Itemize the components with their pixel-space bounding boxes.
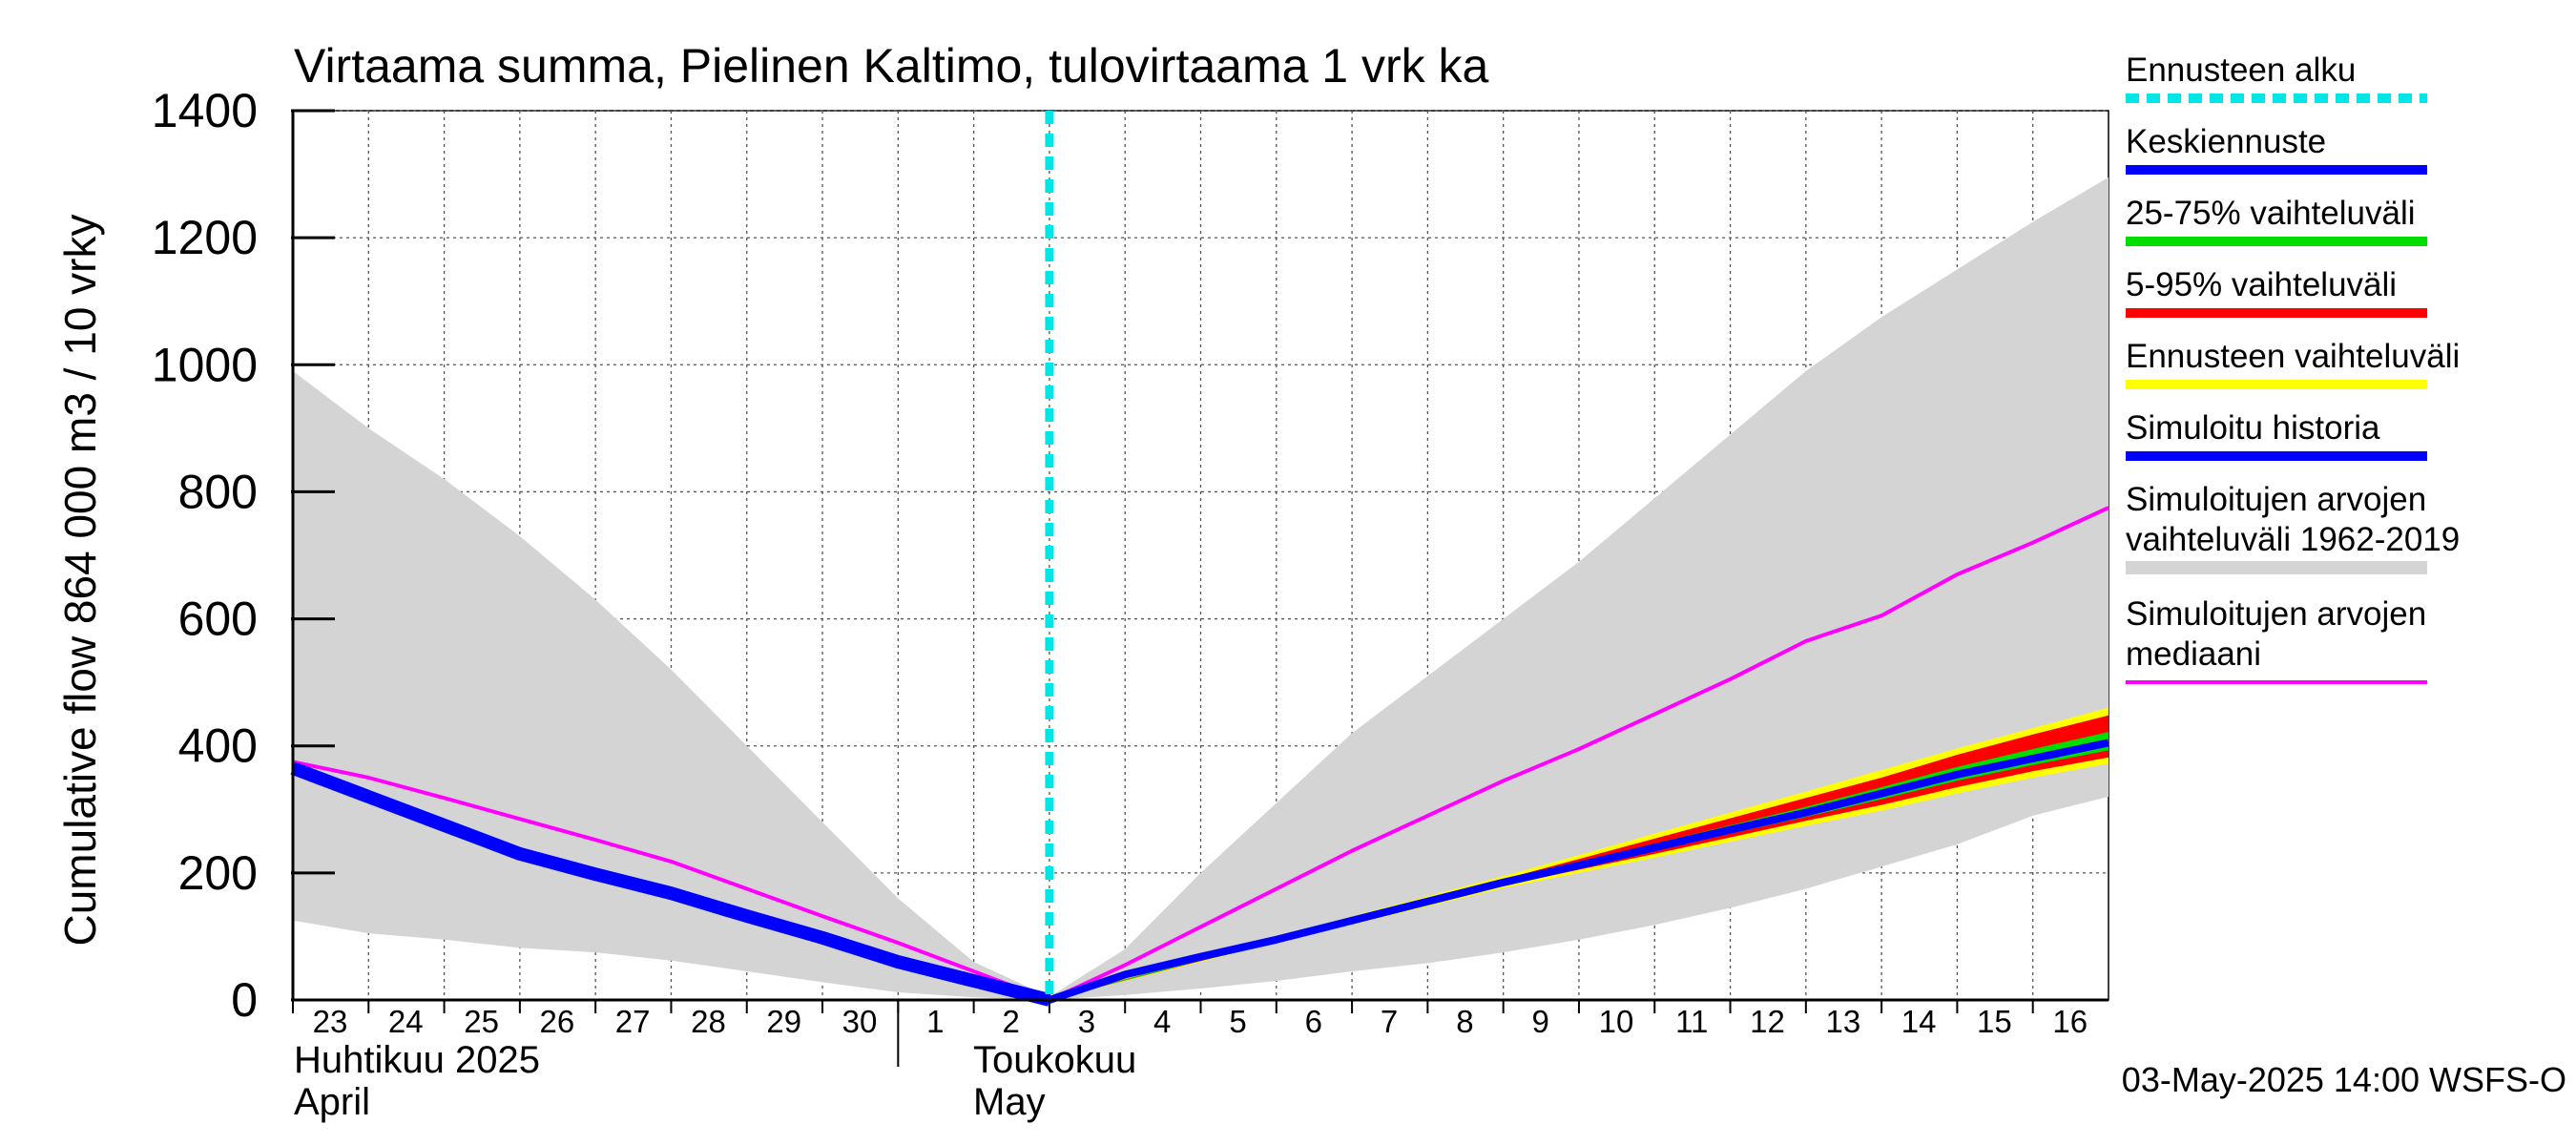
x-tick-label: 23 — [313, 1004, 348, 1039]
legend-label: Keskiennuste — [2126, 123, 2326, 160]
x-tick-label: 10 — [1599, 1004, 1634, 1039]
x-tick-label: 4 — [1153, 1004, 1171, 1039]
timestamp: 03-May-2025 14:00 WSFS-O — [2122, 1060, 2566, 1099]
legend-label: mediaani — [2126, 635, 2261, 673]
y-tick-label: 400 — [178, 719, 258, 773]
x-tick-label: 8 — [1456, 1004, 1473, 1039]
legend: Ennusteen alku Keskiennuste 25-75% vaihtel… — [2126, 52, 2460, 684]
legend-label: Simuloitujen arvojen — [2126, 481, 2426, 518]
month-label-may-fi: Toukokuu — [973, 1039, 1136, 1081]
y-axis-label: Cumulative flow 864 000 m3 / 10 vrky — [55, 214, 105, 946]
simulated-history-line — [290, 761, 1051, 1007]
x-tick-label: 15 — [1977, 1004, 2012, 1039]
y-tick-label: 800 — [178, 465, 258, 518]
x-tick-label: 13 — [1825, 1004, 1860, 1039]
x-tick-label: 5 — [1229, 1004, 1246, 1039]
legend-label: vaihteluväli 1962-2019 — [2126, 521, 2460, 558]
legend-label: 5-95% vaihteluväli — [2126, 266, 2397, 303]
x-tick-label: 26 — [540, 1004, 575, 1039]
legend-label: Ennusteen alku — [2126, 52, 2356, 89]
y-tick-label: 0 — [231, 973, 258, 1027]
x-tick-label: 11 — [1675, 1004, 1708, 1039]
mean-forecast-line — [1048, 739, 2109, 1004]
x-tick-label: 25 — [464, 1004, 499, 1039]
x-tick-label: 28 — [691, 1004, 726, 1039]
y-tick-label: 600 — [178, 593, 258, 646]
legend-label: 25-75% vaihteluväli — [2126, 195, 2416, 232]
x-tick-label: 2 — [1002, 1004, 1019, 1039]
historical-range-area — [293, 177, 2109, 1000]
month-label-april-en: April — [294, 1081, 370, 1123]
series-lines — [290, 111, 2109, 1007]
x-tick-label: 6 — [1305, 1004, 1322, 1039]
x-tick-label: 9 — [1531, 1004, 1548, 1039]
x-tick-label: 29 — [766, 1004, 801, 1039]
month-label-may-en: May — [973, 1081, 1046, 1123]
y-tick-label: 1000 — [152, 338, 258, 391]
x-tick-label: 14 — [1901, 1004, 1937, 1039]
chart-title: Virtaama summa, Pielinen Kaltimo, tulovi… — [294, 39, 1489, 93]
x-tick-label: 12 — [1750, 1004, 1785, 1039]
legend-label: Simuloitujen arvojen — [2126, 595, 2426, 633]
month-label-april-fi: Huhtikuu 2025 — [294, 1039, 540, 1081]
x-tick-label: 7 — [1381, 1004, 1398, 1039]
legend-label: Ennusteen vaihteluväli — [2126, 338, 2460, 375]
x-tick-label: 24 — [388, 1004, 424, 1039]
x-tick-label: 16 — [2052, 1004, 2088, 1039]
x-tick-label: 3 — [1078, 1004, 1095, 1039]
legend-label: Simuloitu historia — [2126, 409, 2380, 447]
x-tick-label: 1 — [926, 1004, 944, 1039]
y-tick-label: 1200 — [152, 211, 258, 264]
y-tick-label: 200 — [178, 846, 258, 900]
x-tick-label: 30 — [842, 1004, 878, 1039]
y-tick-label: 1400 — [152, 84, 258, 137]
historical-median-line — [292, 506, 2109, 1002]
x-tick-label: 27 — [615, 1004, 651, 1039]
